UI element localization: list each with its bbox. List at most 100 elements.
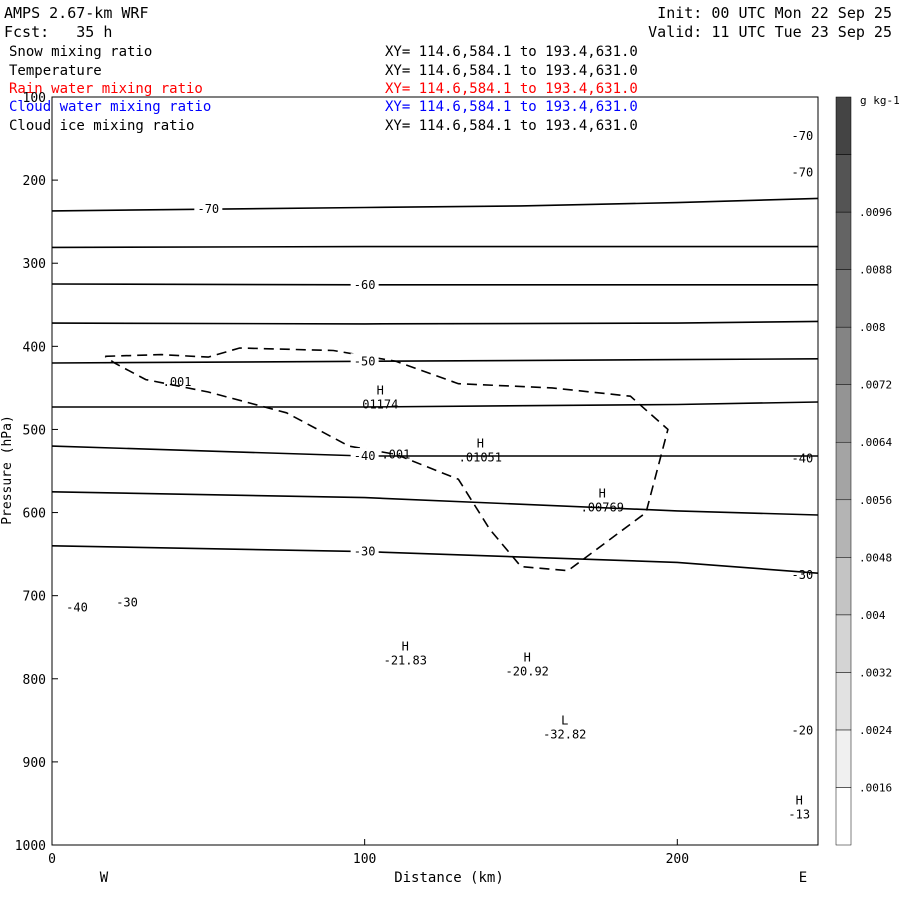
isotherm-line: [51, 245, 818, 249]
isotherm-label-bg: [350, 543, 379, 558]
field-label-temperature: Temperature: [9, 63, 102, 79]
y-tick-label: 500: [23, 423, 46, 438]
colorbar-tick-label: .0096: [859, 206, 892, 219]
colorbar-swatch: [835, 96, 852, 155]
colorbar-swatch: [835, 499, 852, 558]
isotherm-line: [51, 197, 819, 212]
colorbar-swatch: [835, 269, 852, 328]
extremum-value: -20.92: [506, 664, 549, 678]
colorbar-swatch: [835, 729, 852, 788]
extremum-mark: H: [796, 793, 803, 807]
extremum-value: -13: [788, 807, 810, 821]
colorbar-swatch: [835, 211, 852, 270]
field-label-cloud-ice: Cloud ice mixing ratio: [9, 118, 195, 134]
isotherm-line: [51, 358, 819, 364]
field-label-cloud-water: Cloud water mixing ratio: [9, 99, 212, 115]
field-xy-cloud-ice: XY= 114.6,584.1 to 193.4,631.0: [385, 118, 638, 134]
extremum-value: .00769: [581, 501, 624, 515]
x-tick-label: 0: [48, 852, 56, 867]
isotherm-label: -70: [197, 202, 219, 216]
extremum-mark: H: [377, 384, 384, 398]
colorbar-swatch: [835, 614, 852, 673]
field-xy-snow: XY= 114.6,584.1 to 193.4,631.0: [385, 44, 638, 60]
colorbar-swatch: [835, 326, 852, 385]
y-tick-label: 100: [23, 91, 46, 106]
isotherm-label-bg: [194, 201, 223, 216]
contour-label: -30: [116, 595, 138, 609]
init-time: Init: 00 UTC Mon 22 Sep 25: [657, 4, 892, 22]
isotherm-label: -40: [354, 449, 376, 463]
isotherm-label-bg: [350, 353, 379, 368]
snow-contour-label: .001: [381, 447, 410, 461]
y-tick-label: 900: [23, 756, 46, 771]
colorbar-tick-label: .004: [859, 609, 886, 622]
colorbar-tick-label: .0048: [859, 551, 892, 564]
east-label: E: [799, 870, 807, 886]
isotherm-label-bg: [350, 276, 379, 291]
field-xy-temperature: XY= 114.6,584.1 to 193.4,631.0: [385, 63, 638, 79]
isotherm-label-bg: [350, 448, 379, 463]
contour-lines: [51, 197, 819, 574]
model-title: AMPS 2.67-km WRF: [4, 4, 149, 22]
field-label-rain: Rain water mixing ratio: [9, 81, 203, 97]
field-xy-cloud-water: XY= 114.6,584.1 to 193.4,631.0: [385, 99, 638, 115]
forecast-hour: Fcst: 35 h: [4, 23, 113, 41]
colorbar-unit: g kg-1: [860, 94, 900, 107]
x-tick-label: 100: [353, 852, 376, 867]
colorbar-tick-label: .0072: [859, 379, 892, 392]
extremum-mark: H: [477, 437, 484, 451]
extremum-mark: H: [524, 650, 531, 664]
colorbar-tick-label: .0024: [859, 724, 892, 737]
isotherm-line: [51, 320, 819, 325]
contour-label: -40: [66, 600, 88, 614]
plot-frame: [51, 96, 819, 846]
extremum-mark: H: [402, 640, 409, 654]
isotherm-label: -30: [354, 545, 376, 559]
colorbar-tick-label: .0056: [859, 494, 892, 507]
colorbar-tick-label: .0032: [859, 666, 892, 679]
extremum-value: -21.83: [384, 654, 427, 668]
colorbar-tick-label: .008: [859, 321, 886, 334]
isotherm-line: [51, 445, 818, 457]
isotherm-line: [51, 283, 818, 286]
y-tick-label: 700: [23, 590, 46, 605]
contour-labels: -70-60-50-40-30.001H01174H.01051H.00769H…: [66, 129, 813, 821]
extremum-value: .01051: [459, 451, 502, 465]
y-axis-label: Pressure (hPa): [0, 415, 15, 525]
colorbar-tick-label: .0016: [859, 781, 892, 794]
isotherm-line: [51, 491, 819, 516]
colorbar: .0096 .0088 .008 .0072 .0064 .0056 .0048 .004 .0…: [835, 96, 892, 846]
y-tick-label: 300: [23, 257, 46, 272]
isotherm-line: [52, 401, 819, 408]
y-tick-label: 1000: [15, 839, 46, 854]
contour-label: -20: [792, 723, 814, 737]
isotherm-label: -60: [354, 278, 376, 292]
extremum-mark: L: [561, 713, 568, 727]
colorbar-swatch: [835, 384, 852, 443]
west-label: W: [100, 870, 109, 886]
field-xy-rain: XY= 114.6,584.1 to 193.4,631.0: [385, 81, 638, 97]
valid-time: Valid: 11 UTC Tue 23 Sep 25: [648, 23, 892, 41]
isotherm-line: [51, 545, 819, 574]
x-axis-label: Distance (km): [394, 870, 504, 886]
extremum-value: -32.82: [543, 727, 586, 741]
contour-label: -70: [792, 166, 814, 180]
field-label-snow: Snow mixing ratio: [9, 44, 153, 60]
y-tick-label: 800: [23, 673, 46, 688]
isotherm-label: -50: [354, 354, 376, 368]
contour-label: -40: [792, 452, 814, 466]
contour-label: -30: [792, 568, 814, 582]
contour-label: .001: [163, 375, 192, 389]
snow-contour-line: [104, 347, 669, 572]
y-tick-label: 600: [23, 507, 46, 522]
colorbar-tick-label: .0064: [859, 436, 892, 449]
colorbar-swatch: [835, 672, 852, 731]
colorbar-swatch: [835, 557, 852, 616]
contour-label: -70: [792, 129, 814, 143]
colorbar-tick-label: .0088: [859, 264, 892, 277]
y-tick-label: 400: [23, 340, 46, 355]
extremum-mark: H: [599, 487, 606, 501]
colorbar-swatch: [835, 154, 852, 213]
